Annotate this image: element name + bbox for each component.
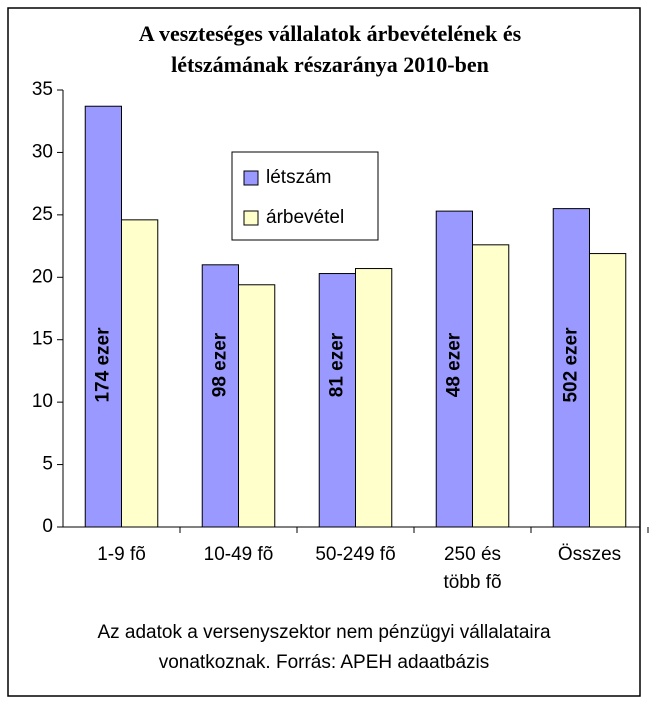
y-tick-label: 10 [32,391,53,412]
bar-annotation: 98 ezer [209,332,230,397]
bar [589,253,627,528]
y-tick-label: 15 [32,329,53,350]
bar [121,219,159,528]
bar-annotation: 48 ezer [443,332,464,397]
y-tick-label: 25 [32,204,53,225]
bar-annotation: 174 ezer [92,327,113,403]
bar [355,268,393,528]
bar [318,273,357,528]
footnote: vonatkoznak. Forrás: APEH adaatbázis [158,652,490,673]
bar-annotation: 502 ezer [560,327,581,403]
chart-title: A veszteséges vállalatok árbevételének é… [139,21,522,46]
legend-label: létszám [266,167,331,188]
x-tick-label: 1-9 fõ [97,544,146,565]
y-tick-label: 30 [32,141,53,162]
x-tick-label: Összes [557,544,622,565]
x-tick-label: 250 és több fõ [443,544,502,593]
x-tick-label: 10-49 fõ [203,544,274,565]
y-tick-label: 35 [32,79,53,100]
y-tick-label: 5 [42,454,53,475]
legend-swatch [243,210,259,226]
footnote: Az adatok a versenyszektor nem pénzügyi … [97,622,551,643]
x-tick-label: 50-249 fõ [315,544,396,565]
bar [238,284,276,528]
legend-swatch [243,170,259,186]
bar [472,244,510,528]
legend-label: árbevétel [266,207,344,228]
bar [552,208,590,528]
chart-title: létszámának részaránya 2010-ben [171,52,489,77]
bar [84,105,123,528]
y-tick-label: 0 [42,516,53,537]
y-tick-label: 20 [32,266,53,287]
bar-annotation: 81 ezer [326,332,347,397]
